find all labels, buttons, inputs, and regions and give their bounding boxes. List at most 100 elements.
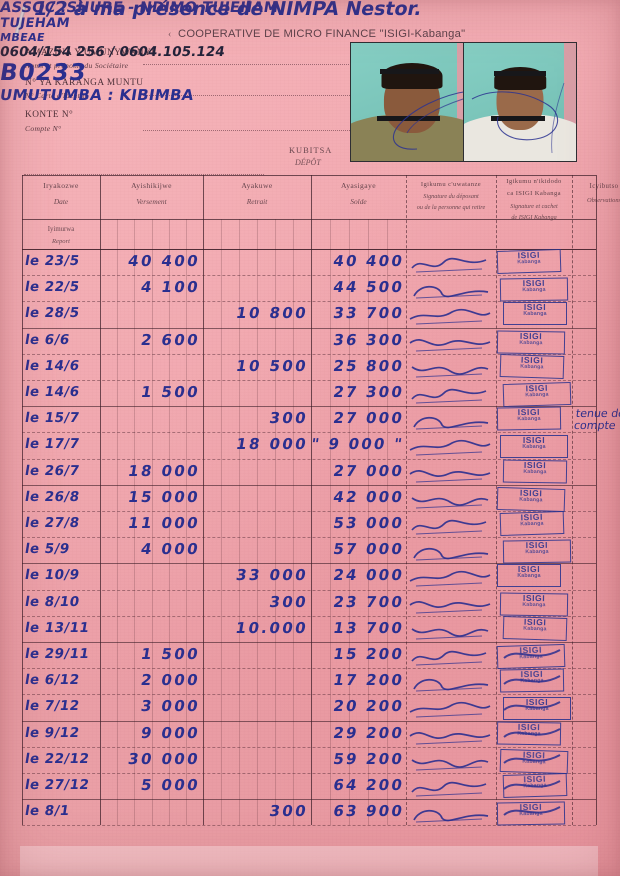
table-subcolumn-divider: [257, 219, 258, 826]
cell-solde: 24 000: [331, 566, 406, 585]
cell-depositor-signature: [413, 286, 489, 299]
table-column-divider: [496, 175, 497, 826]
cell-solde: 42 000: [331, 487, 406, 506]
cell-depositor-signature: [411, 650, 487, 666]
stamp-overscribble: [503, 753, 561, 764]
table-column-divider: [100, 175, 101, 826]
table-subcolumn-divider: [330, 219, 331, 826]
cell-versement: 9 000: [139, 723, 202, 742]
table-row-divider: [22, 301, 596, 303]
cell-solde: 40 400: [331, 252, 406, 270]
cell-date: le 8/1: [23, 803, 71, 820]
cell-date: le 14/6: [23, 357, 81, 374]
cell-depositor-signature: [413, 417, 489, 430]
cell-versement: 2 000: [139, 671, 202, 690]
cell-versement: 15 000: [126, 487, 202, 506]
account-field-rule: [143, 130, 358, 131]
table-subcolumn-divider: [134, 219, 136, 826]
redaction-bar-mouth: [376, 116, 441, 122]
id-field-rule: [143, 95, 358, 96]
table-subcolumn-divider: [293, 219, 294, 826]
label-member-name-fr: Noms et prénoms du Sociétaire: [25, 61, 129, 70]
isigi-stamp: ISIGI Kabanga: [496, 249, 562, 274]
label-id-card-fr: N° Carte d'Identité: [25, 91, 89, 100]
cell-depositor-signature: [413, 548, 489, 561]
isigi-stamp: ISIGI Kabanga: [502, 381, 572, 408]
stamp-overscribble: [503, 806, 561, 817]
redaction-bar-mouth: [490, 116, 545, 122]
value-member-name: ASSOC .SHURE - NDIMO TUJEHAM: [0, 0, 280, 16]
stamp-overscribble: [503, 701, 561, 712]
table-column-divider: [22, 175, 23, 826]
label-account-fr: Compte N°: [25, 124, 62, 133]
isigi-stamp: ISIGI Kabanga: [496, 486, 566, 512]
table-row-divider: [22, 799, 596, 801]
table-subcolumn-divider: [275, 219, 276, 826]
table-column-divider: [203, 175, 204, 826]
cell-date: le 10/9: [23, 567, 81, 584]
table-row-divider: [22, 563, 596, 565]
cell-versement: 40 400: [126, 252, 202, 270]
cell-solde: 57 000: [331, 540, 406, 559]
cell-date: le 15/7: [23, 410, 81, 427]
value-member-name-superscript: TUJEHAM: [0, 16, 72, 31]
cell-depositor-signature: [413, 810, 489, 823]
table-row-divider: [22, 825, 596, 827]
cell-date: le 27/8: [23, 515, 81, 531]
cell-solde: 64 200: [331, 776, 406, 794]
stamp-overscribble: [503, 675, 561, 686]
isigi-stamp: ISIGI Kabanga: [496, 406, 562, 431]
cell-solde: 33 700: [331, 304, 406, 323]
table-row-divider: [22, 746, 596, 748]
cell-retrait: 10 800: [234, 304, 310, 323]
cooperative-title: COOPERATIVE DE MICRO FINANCE "ISIGI-Kaba…: [178, 28, 466, 40]
label-member-name-rn: AMAZINA Y'UMUNYWANYI: [25, 48, 155, 58]
cell-solde: 44 500: [331, 278, 406, 297]
name-field-rule: [143, 64, 353, 65]
deposit-label-rn: KUBITSA: [289, 146, 333, 155]
isigi-stamp: ISIGI Kabanga: [502, 459, 568, 484]
label-id-card-rn: N° YA KARANGA MUNTU: [25, 78, 144, 88]
table-row-divider: [22, 249, 596, 250]
cell-date: le 27/12: [23, 777, 91, 793]
cell-versement: 30 000: [126, 749, 202, 768]
cell-date: le 22/5: [23, 279, 81, 296]
cell-solde: " 9 000 ": [309, 435, 406, 454]
table-row-divider: [22, 432, 596, 434]
cell-date: le 23/5: [23, 253, 81, 269]
table-row-divider: [22, 589, 596, 591]
cell-solde: 59 200: [331, 749, 406, 768]
member-photo-1: [350, 42, 474, 162]
cell-versement: 5 000: [139, 776, 202, 794]
cell-date: le 22/12: [23, 750, 91, 767]
cell-solde: 17 200: [331, 671, 406, 690]
member-photo-2: [463, 42, 577, 162]
cell-solde: 23 700: [331, 592, 406, 611]
cell-date: le 6/12: [23, 672, 81, 689]
cell-date: le 26/8: [23, 488, 81, 505]
cell-retrait: 300: [268, 592, 310, 611]
cell-depositor-signature: [413, 679, 489, 692]
cell-date: le 7/12: [23, 698, 81, 715]
cell-versement: 11 000: [126, 514, 202, 532]
cell-solde: 27 000: [331, 461, 406, 480]
isigi-stamp: ISIGI Kabanga: [499, 592, 569, 617]
table-row-divider: [22, 720, 596, 722]
isigi-stamp: ISIGI Kabanga: [499, 353, 565, 379]
cell-solde: 27 000: [331, 409, 406, 428]
cell-depositor-signature: [411, 519, 487, 535]
cell-depositor-signature: [409, 702, 491, 718]
cell-depositor-signature: [411, 388, 487, 404]
label-account-rn: KONTE N°: [25, 110, 74, 120]
table-column-divider: [572, 175, 573, 826]
table-subcolumn-divider: [221, 219, 222, 826]
table-header-divider: [22, 219, 596, 220]
table-top-border: [22, 175, 596, 176]
isigi-stamp: ISIGI Kabanga: [499, 511, 565, 536]
cell-date: le 17/7: [23, 436, 81, 453]
cell-date: le 28/5: [23, 305, 81, 322]
cell-date: le 9/12: [23, 724, 81, 741]
isigi-stamp: ISIGI Kabanga: [503, 302, 567, 326]
cell-depositor-signature: [409, 469, 491, 483]
cell-retrait: 300: [268, 802, 310, 821]
